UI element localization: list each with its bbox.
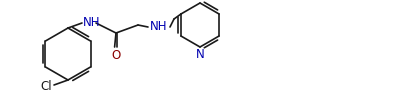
Text: N: N	[196, 48, 205, 61]
Text: Cl: Cl	[40, 79, 52, 92]
Text: NH: NH	[83, 16, 101, 29]
Text: NH: NH	[150, 20, 168, 33]
Text: O: O	[111, 49, 121, 62]
